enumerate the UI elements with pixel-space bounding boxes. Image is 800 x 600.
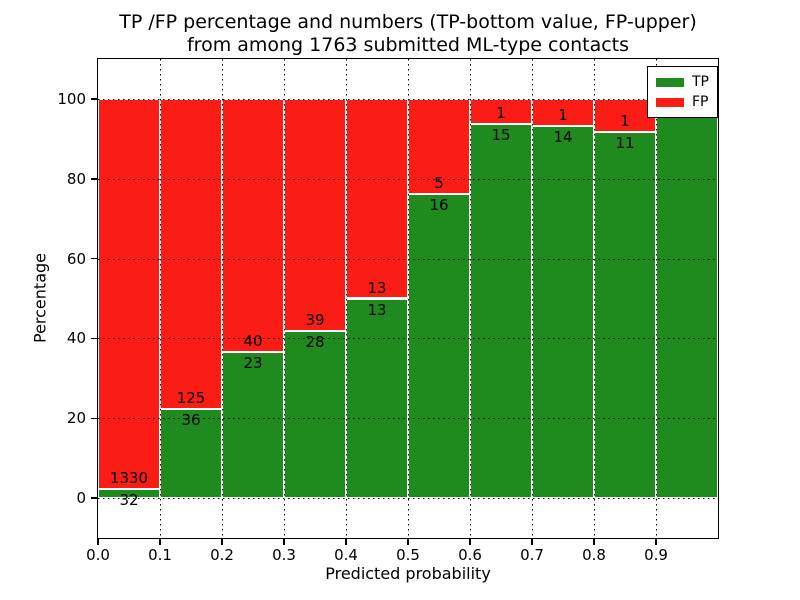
x-axis-label: Predicted probability bbox=[325, 564, 491, 583]
y-tick-mark bbox=[91, 257, 97, 260]
gridline-vertical bbox=[470, 59, 471, 538]
bar-segment-fp bbox=[594, 98, 656, 133]
x-tick-label: 0.0 bbox=[86, 546, 110, 564]
x-tick-mark bbox=[407, 539, 409, 545]
y-tick-mark bbox=[91, 497, 97, 499]
bar-segment-tp bbox=[656, 98, 718, 499]
legend-label-tp: TP bbox=[692, 74, 709, 90]
bar-segment-fp bbox=[160, 98, 222, 409]
bar-segment-fp bbox=[284, 98, 346, 332]
bar-value-label-tp: 32 bbox=[119, 490, 139, 509]
gridline-vertical bbox=[346, 59, 347, 538]
y-tick-label: 100 bbox=[57, 89, 86, 108]
bar-value-label-fp: 1 bbox=[620, 112, 630, 131]
bar-value-label-tp: 11 bbox=[615, 134, 635, 153]
gridline-vertical bbox=[594, 59, 595, 538]
gridline-vertical bbox=[408, 59, 409, 538]
x-tick-label: 0.7 bbox=[520, 546, 544, 564]
y-tick-mark bbox=[91, 98, 97, 100]
legend: TP FP bbox=[647, 66, 718, 118]
bar-segment-tp bbox=[222, 352, 284, 499]
legend-swatch-tp bbox=[656, 77, 684, 87]
x-tick-label: 0.1 bbox=[148, 546, 172, 564]
bar-value-label-fp: 39 bbox=[305, 311, 325, 330]
bar-value-label-fp: 13 bbox=[367, 278, 387, 297]
x-tick-mark bbox=[345, 539, 347, 545]
legend-label-fp: FP bbox=[692, 94, 709, 110]
x-tick-mark bbox=[655, 539, 657, 545]
bar-value-label-fp: 125 bbox=[176, 388, 206, 407]
bar-segment-tp bbox=[346, 298, 408, 499]
bar-segment-tp bbox=[284, 331, 346, 499]
bar-value-label-tp: 13 bbox=[367, 300, 387, 319]
bar-value-label-fp: 40 bbox=[243, 332, 263, 351]
gridline-vertical bbox=[656, 59, 657, 538]
y-tick-label: 20 bbox=[66, 409, 86, 428]
x-tick-label: 0.4 bbox=[334, 546, 358, 564]
x-tick-mark bbox=[593, 539, 595, 545]
x-tick-label: 0.3 bbox=[272, 546, 296, 564]
gridline-vertical bbox=[222, 59, 223, 538]
chart-title-line2: from among 1763 submitted ML-type contac… bbox=[186, 34, 630, 56]
legend-entry-tp: TP bbox=[656, 72, 709, 92]
gridline-vertical bbox=[532, 59, 533, 538]
x-tick-mark bbox=[283, 539, 285, 545]
bar-value-label-tp: 14 bbox=[553, 127, 573, 146]
bar-segment-fp bbox=[98, 98, 160, 489]
bar-segment-fp bbox=[222, 98, 284, 353]
y-tick-label: 60 bbox=[66, 249, 86, 268]
x-tick-mark bbox=[159, 539, 161, 545]
chart-title-line1: TP /FP percentage and numbers (TP-bottom… bbox=[119, 11, 697, 33]
bar-segment-fp bbox=[532, 98, 594, 126]
bar-value-label-tp: 28 bbox=[305, 333, 325, 352]
bar-value-label-fp: 5 bbox=[434, 173, 444, 192]
bar-value-label-tp: 16 bbox=[429, 195, 449, 214]
y-tick-mark bbox=[91, 417, 97, 419]
bar-value-label-fp: 1 bbox=[558, 105, 568, 124]
y-tick-mark bbox=[91, 337, 97, 340]
y-tick-label: 40 bbox=[66, 329, 86, 348]
legend-swatch-fp bbox=[656, 97, 684, 107]
x-tick-label: 0.6 bbox=[458, 546, 482, 564]
bar-segment-tp bbox=[532, 125, 594, 499]
y-tick-label: 0 bbox=[76, 489, 86, 508]
x-tick-label: 0.9 bbox=[644, 546, 668, 564]
bar-segment-tp bbox=[408, 193, 470, 499]
bar-segment-fp bbox=[470, 98, 532, 124]
legend-entry-fp: FP bbox=[656, 92, 709, 112]
bar-value-label-fp: 1 bbox=[496, 103, 506, 122]
x-tick-mark bbox=[221, 539, 223, 545]
x-tick-label: 0.5 bbox=[396, 546, 420, 564]
bar-segment-tp bbox=[470, 123, 532, 499]
bar-segment-fp bbox=[346, 98, 408, 299]
bar-value-label-fp: 1330 bbox=[109, 468, 149, 487]
y-tick-label: 80 bbox=[66, 169, 86, 188]
x-tick-label: 0.8 bbox=[582, 546, 606, 564]
x-tick-mark bbox=[469, 539, 471, 545]
gridline-vertical bbox=[284, 59, 285, 538]
x-tick-mark bbox=[531, 539, 533, 545]
bar-value-label-tp: 36 bbox=[181, 410, 201, 429]
bar-segment-tp bbox=[98, 488, 160, 499]
chart-title: TP /FP percentage and numbers (TP-bottom… bbox=[119, 11, 697, 57]
x-tick-label: 0.2 bbox=[210, 546, 234, 564]
bar-value-label-tp: 15 bbox=[491, 125, 511, 144]
x-tick-mark bbox=[97, 539, 99, 545]
bar-value-label-tp: 23 bbox=[243, 354, 263, 373]
bar-segment-tp bbox=[594, 132, 656, 499]
y-tick-mark bbox=[91, 178, 97, 180]
gridline-vertical bbox=[160, 59, 161, 538]
